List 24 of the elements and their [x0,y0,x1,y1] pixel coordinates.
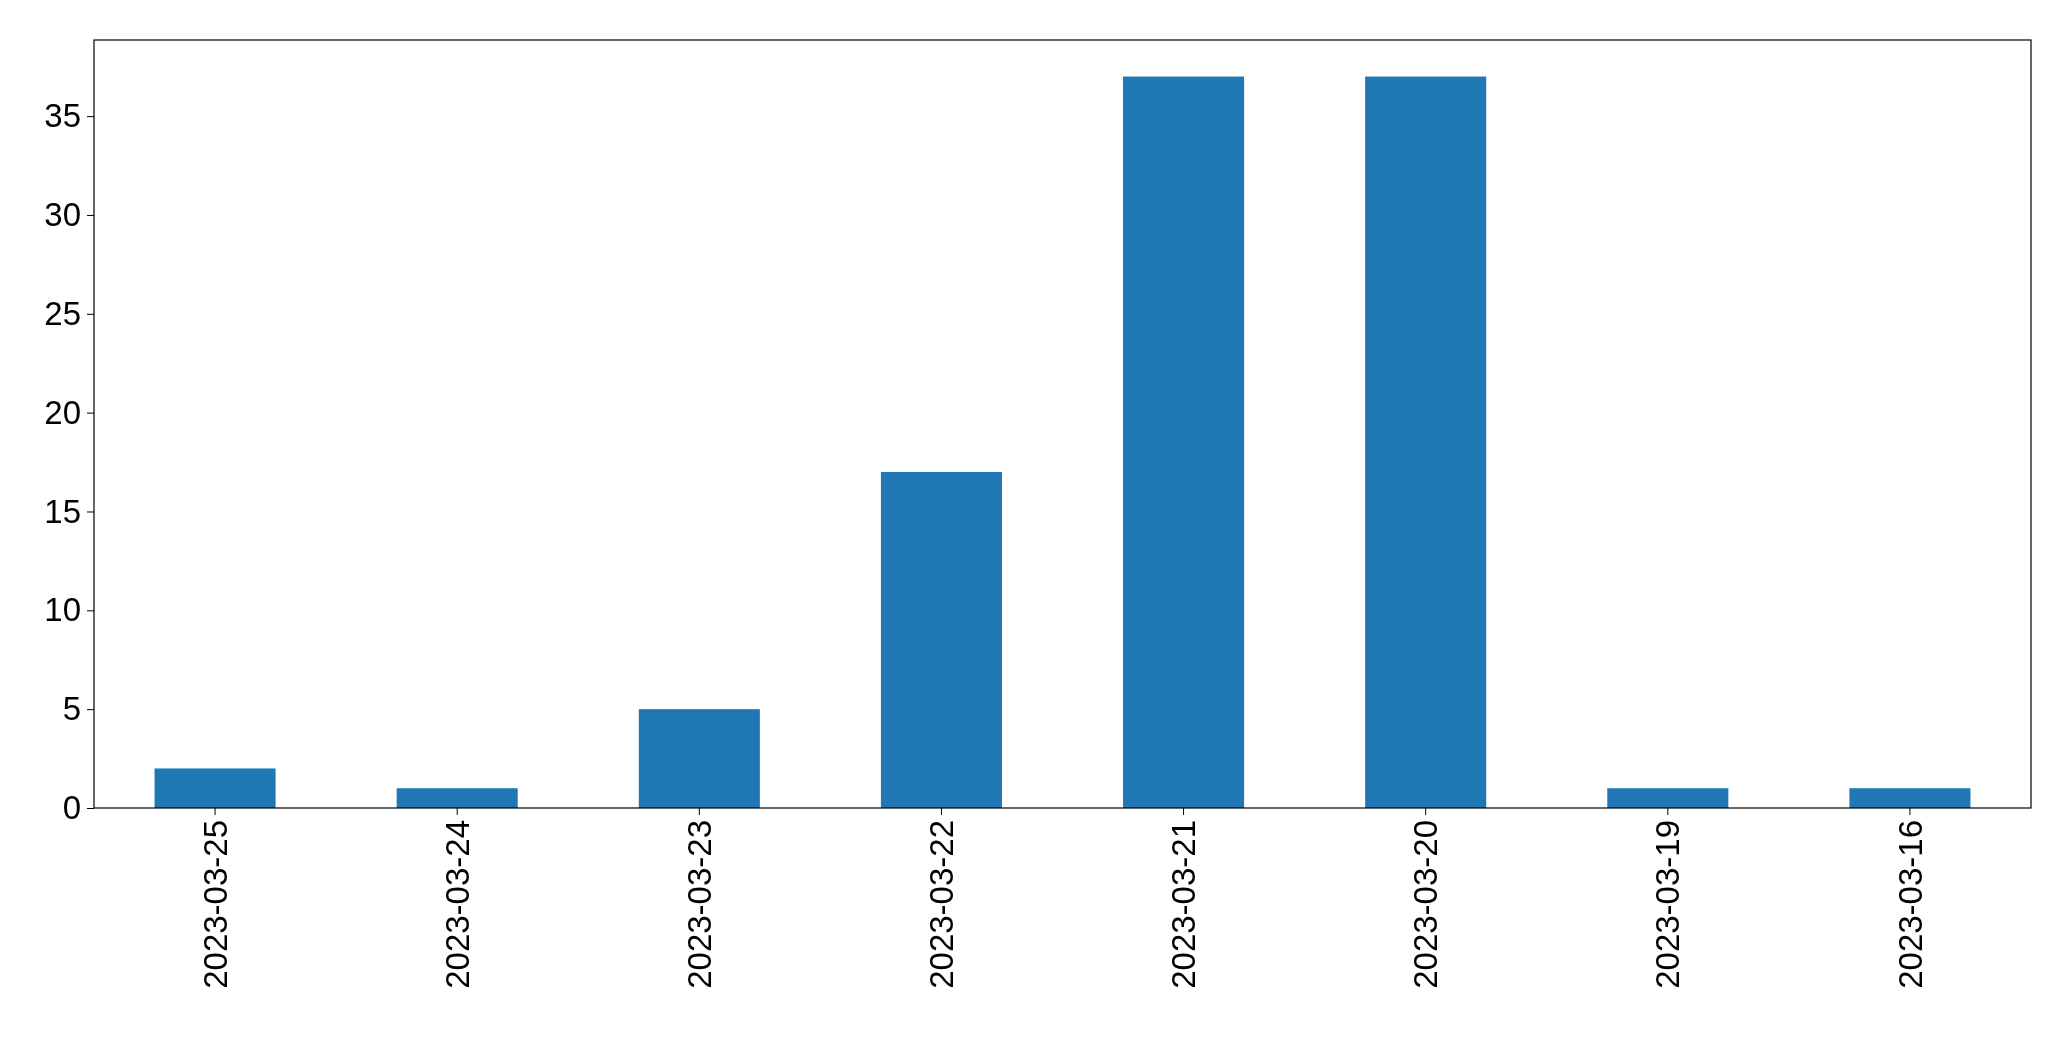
x-tick-label: 2023-03-22 [922,820,960,989]
y-tick-label: 35 [44,97,81,135]
x-tick-label: 2023-03-19 [1649,820,1687,989]
bar [880,471,1002,808]
x-tick-label: 2023-03-21 [1165,820,1203,989]
y-tick-label: 25 [44,294,81,332]
bar [1607,788,1729,808]
bar [638,709,760,808]
bar [396,788,518,808]
y-tick-label: 0 [62,789,81,827]
bar [1365,76,1487,808]
y-tick-label: 20 [44,393,81,431]
x-tick-label: 2023-03-25 [196,820,234,989]
x-tick-label: 2023-03-23 [680,820,718,989]
bar [1123,76,1245,808]
x-tick-label: 2023-03-20 [1407,820,1445,989]
x-tick-label: 2023-03-24 [438,820,476,989]
bar [154,768,276,808]
y-tick-label: 5 [62,690,81,728]
y-tick-label: 30 [44,196,81,234]
y-tick-label: 15 [44,492,81,530]
y-tick-label: 10 [44,591,81,629]
x-tick-label: 2023-03-16 [1891,820,1929,989]
bar [1849,788,1971,808]
